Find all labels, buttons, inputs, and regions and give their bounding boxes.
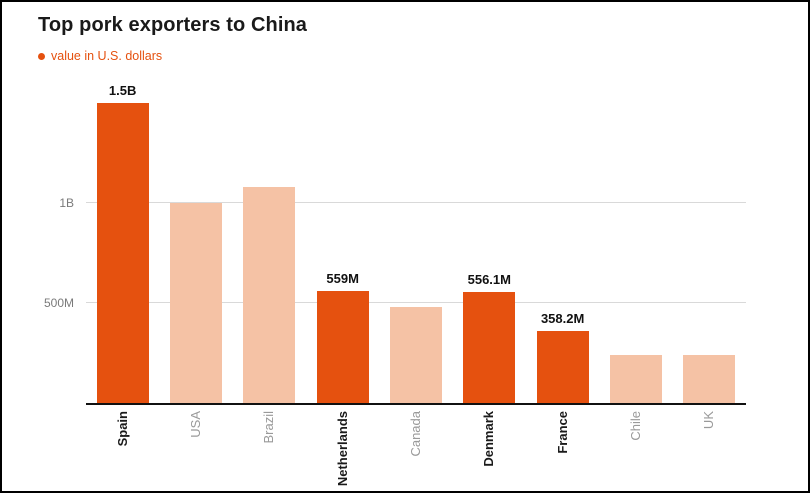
legend: value in U.S. dollars <box>38 49 808 63</box>
bar-slot-canada <box>379 307 452 403</box>
bar-value-label-denmark: 556.1M <box>467 271 511 287</box>
bar-wrap: 559M <box>316 271 369 403</box>
bar-spain <box>96 103 149 403</box>
x-axis-label-chile: Chile <box>627 411 643 441</box>
bar-slot-spain: 1.5B <box>86 83 159 403</box>
x-axis-label-uk: UK <box>701 411 717 430</box>
page-title: Top pork exporters to China <box>38 14 308 36</box>
bar-chile <box>609 355 662 403</box>
x-label-slot-chile: Chile <box>599 411 672 491</box>
bar-slot-chile <box>599 355 672 403</box>
bar-france <box>536 331 589 403</box>
x-axis-label-spain: Spain <box>114 411 130 447</box>
bar-canada <box>389 307 442 403</box>
bars-container: 1.5B 559M 556.1M 358.2M <box>86 83 746 403</box>
x-label-slot-canada: Canada <box>379 411 452 491</box>
bar-wrap: 358.2M <box>536 311 589 403</box>
bar-wrap <box>683 355 736 403</box>
x-label-slot-denmark: Denmark <box>453 411 526 491</box>
bar-usa <box>169 203 222 403</box>
bar-wrap: 556.1M <box>463 272 516 403</box>
x-label-slot-usa: USA <box>159 411 232 491</box>
x-label-slot-netherlands: Netherlands <box>306 411 379 491</box>
legend-label: value in U.S. dollars <box>51 49 163 63</box>
x-label-slot-spain: Spain <box>86 411 159 491</box>
x-label-slot-france: France <box>526 411 599 491</box>
y-tick-label-500M: 500M <box>43 296 74 310</box>
bar-netherlands <box>316 291 369 403</box>
bar-value-label-netherlands: 559M <box>326 271 359 287</box>
x-axis-label-france: France <box>554 411 570 454</box>
x-axis-label-usa: USA <box>187 411 203 438</box>
x-label-slot-uk: UK <box>673 411 746 491</box>
bar-slot-usa <box>159 203 232 403</box>
gridline-500M <box>86 302 746 303</box>
bar-wrap <box>609 355 662 403</box>
bar-wrap <box>243 187 296 403</box>
bar-value-label-spain: 1.5B <box>108 83 137 98</box>
y-tick-label-1B: 1B <box>59 196 74 210</box>
bar-wrap <box>389 307 442 403</box>
x-label-slot-brazil: Brazil <box>233 411 306 491</box>
bar-slot-netherlands: 559M <box>306 271 379 403</box>
x-axis-label-netherlands: Netherlands <box>334 411 350 487</box>
x-axis-label-canada: Canada <box>407 411 423 457</box>
bar-brazil <box>243 187 296 403</box>
x-axis-label-brazil: Brazil <box>261 411 277 444</box>
bar-wrap: 1.5B <box>96 83 149 403</box>
bar-wrap <box>169 203 222 403</box>
bar-slot-brazil <box>233 187 306 403</box>
x-axis-labels: Spain USA Brazil Netherlands Canada Denmark Fr… <box>86 411 746 491</box>
x-axis-label-denmark: Denmark <box>481 411 497 467</box>
plot-area: 1.5B 559M 556.1M 358.2M 500M 1B <box>44 83 746 405</box>
gridline-1B <box>86 202 746 203</box>
bar-slot-france: 358.2M <box>526 311 599 403</box>
bar-chart: 1.5B 559M 556.1M 358.2M 500M 1B Spain USA Braz… <box>44 83 746 491</box>
bar-slot-denmark: 556.1M <box>453 272 526 403</box>
bar-uk <box>683 355 736 403</box>
legend-dot-icon <box>38 52 45 60</box>
bar-denmark <box>463 291 516 403</box>
bar-slot-uk <box>673 355 746 403</box>
bar-value-label-france: 358.2M <box>540 311 585 327</box>
